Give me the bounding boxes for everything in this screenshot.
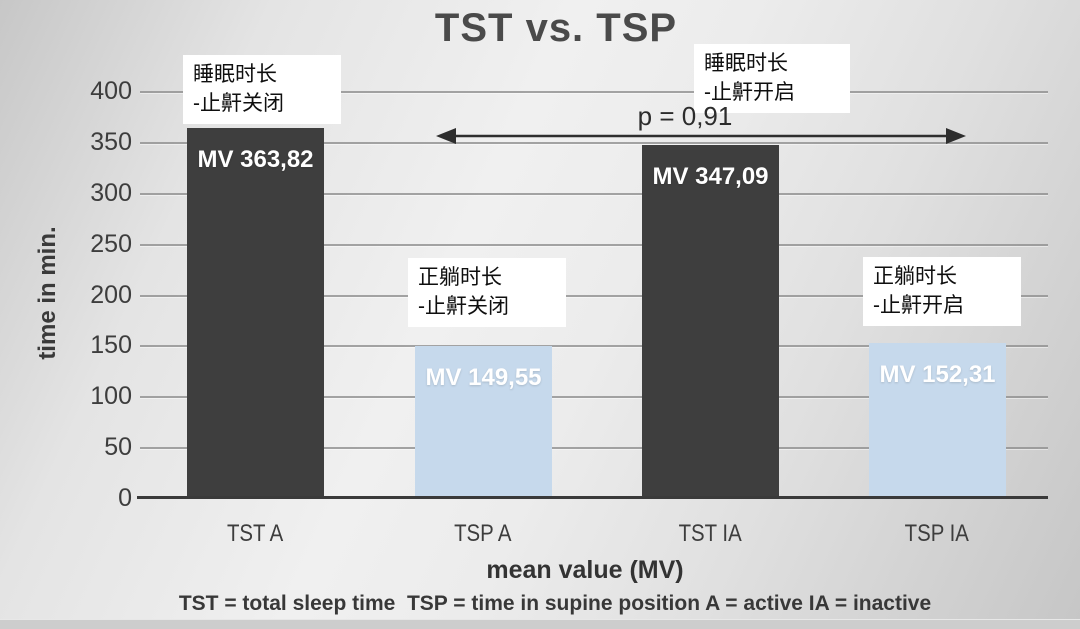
y-axis-title: time in min. (34, 226, 61, 360)
category-label-tst-ia: TST IA (620, 520, 800, 548)
bar-value-label-tsp-ia: MV 152,31 (879, 361, 996, 388)
gridline-250 (140, 244, 1048, 246)
bottom-strip (0, 619, 1080, 629)
category-label-tsp-a: TSP A (393, 520, 573, 548)
p-value-label: p = 0,91 (637, 101, 733, 131)
annotation-line: -止鼾开启 (873, 294, 964, 317)
y-tick-label-0: 0 (118, 484, 132, 512)
annotation-tsp-a: 正躺时长 -止鼾关闭 (408, 258, 566, 327)
annotation-line: 正躺时长 (418, 266, 502, 289)
chart-title: TST vs. TSP (434, 6, 678, 50)
category-label-tsp-ia: TSP IA (847, 520, 1027, 548)
category-label-text: TST A (226, 520, 284, 547)
double-headed-arrow (436, 128, 966, 144)
annotation-line: -止鼾关闭 (193, 92, 284, 115)
annotation-line: 睡眠时长 (193, 63, 277, 86)
y-tick-label-250: 250 (90, 230, 132, 258)
bar-tst-ia: MV 347,09 (642, 145, 779, 498)
category-label-text: TST IA (678, 520, 742, 547)
y-tick-label-400: 400 (90, 77, 132, 105)
gridline-100 (140, 396, 1048, 398)
y-tick-label-300: 300 (90, 179, 132, 207)
arrowhead-right-icon (946, 128, 966, 144)
x-axis-line (137, 496, 1048, 499)
bar-tst-a: MV 363,82 (187, 128, 324, 498)
y-tick-label-200: 200 (90, 281, 132, 309)
category-label-text: TSP A (454, 520, 512, 547)
annotation-tst-ia: 睡眠时长 -止鼾开启 (694, 44, 850, 113)
gridline-300 (140, 193, 1048, 195)
y-tick-label-100: 100 (90, 382, 132, 410)
bar-value-label-tst-ia: MV 347,09 (652, 163, 769, 190)
y-tick-label-50: 50 (104, 433, 132, 461)
gridline-150 (140, 345, 1048, 347)
x-axis-title: mean value (MV) (486, 556, 684, 584)
gridline-50 (140, 447, 1048, 449)
bar-value-label-tsp-a: MV 149,55 (425, 364, 542, 391)
category-label-text: TSP IA (904, 520, 970, 547)
gridline-200 (140, 295, 1048, 297)
gridline-400 (140, 91, 1048, 93)
annotation-line: 睡眠时长 (704, 52, 788, 75)
bar-value-label-tst-a: MV 363,82 (197, 146, 314, 173)
annotation-line: 正躺时长 (873, 265, 957, 288)
category-label-tst-a: TST A (165, 520, 345, 548)
y-tick-label-350: 350 (90, 128, 132, 156)
gridline-350 (140, 142, 1048, 144)
y-tick-label-150: 150 (90, 331, 132, 359)
legend-footnote: TST = total sleep time TSP = time in sup… (178, 592, 932, 615)
annotation-line: -止鼾关闭 (418, 295, 509, 318)
annotation-tst-a: 睡眠时长 -止鼾关闭 (183, 55, 341, 124)
arrowhead-left-icon (436, 128, 456, 144)
bar-tsp-ia: MV 152,31 (869, 343, 1006, 498)
annotation-tsp-ia: 正躺时长 -止鼾开启 (863, 257, 1021, 326)
annotation-line: -止鼾开启 (704, 81, 795, 104)
bar-tsp-a: MV 149,55 (415, 346, 552, 498)
